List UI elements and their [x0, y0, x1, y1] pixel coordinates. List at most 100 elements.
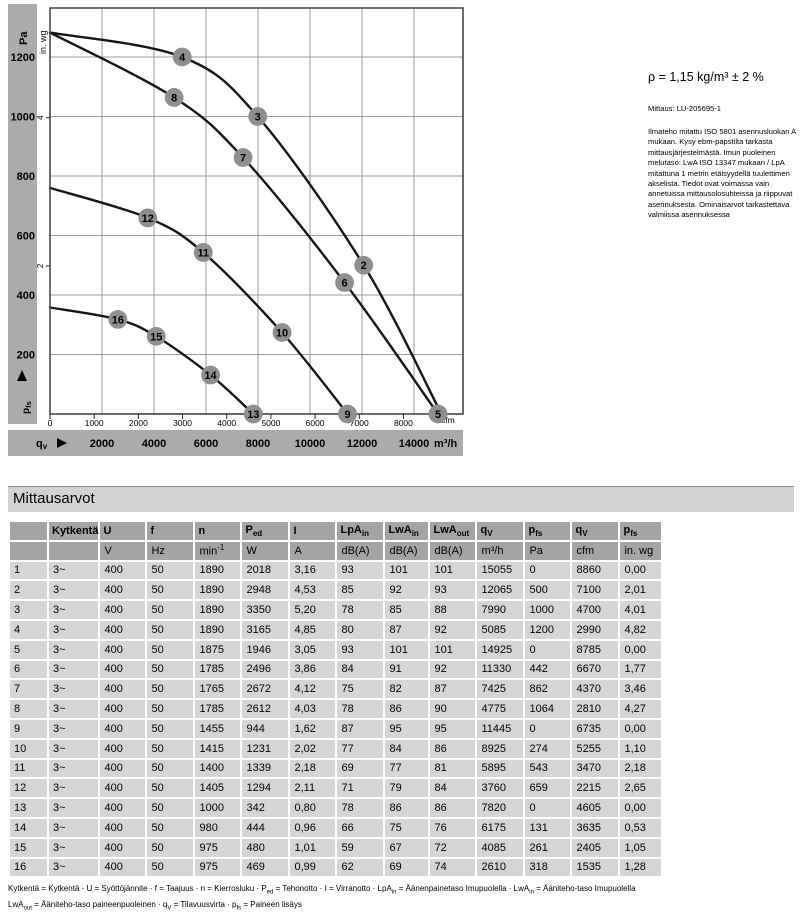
cfm-unit-label: cfm	[441, 415, 455, 425]
table-cell: 11330	[477, 660, 524, 679]
table-row: 13 3~ 400 50 1000 342 0,80 78 86 86 7820 0 4605 0,00	[10, 799, 662, 817]
cfm-tick-label: 6000	[306, 418, 325, 428]
table-cell: 4	[10, 620, 47, 639]
y-axis-arrow-icon	[17, 370, 27, 381]
fan-curve	[48, 31, 440, 416]
point-marker	[243, 404, 263, 424]
table-cell: 84	[430, 779, 476, 798]
table-cell: 78	[337, 601, 384, 619]
table-cell: 3635	[572, 818, 619, 837]
column-header: Kytkentä	[49, 522, 99, 540]
table-cell: 86	[385, 700, 429, 718]
table-cell: 4,12	[290, 680, 336, 699]
x-axis-arrow-icon	[57, 438, 67, 448]
unit-cell: Hz	[147, 541, 194, 560]
point-marker-label: 11	[197, 247, 209, 259]
table-cell: 81	[430, 759, 476, 778]
table-cell: 3,86	[290, 660, 336, 679]
cfm-tick-label: 3000	[173, 418, 192, 428]
table-cell: 75	[385, 818, 429, 837]
table-cell: 10	[10, 739, 47, 758]
table-row: 12 3~ 400 50 1405 1294 2,11 71 79 84 3760 659 2215 2,…	[10, 779, 662, 798]
table-cell: 101	[385, 640, 429, 659]
table-cell: 2612	[242, 700, 289, 718]
point-marker-label: 13	[247, 409, 259, 421]
table-cell: 7	[10, 680, 47, 699]
table-cell: 93	[430, 581, 476, 600]
table-cell: 5085	[477, 620, 524, 639]
table-cell: 2948	[242, 581, 289, 600]
table-cell: 2,65	[620, 779, 662, 798]
table-cell: 1535	[572, 858, 619, 877]
table-cell: 3~	[49, 739, 99, 758]
table-cell: 3~	[49, 818, 99, 837]
unit-cell: in. wg	[620, 541, 662, 560]
table-cell: 13	[10, 799, 47, 817]
table-cell: 400	[100, 799, 146, 817]
x-quantity-label: qv	[36, 438, 48, 451]
unit-cell: min-1	[195, 541, 241, 560]
table-cell: 77	[385, 759, 429, 778]
point-marker	[108, 309, 128, 329]
table-cell: 400	[100, 719, 146, 738]
table-cell: 7425	[477, 680, 524, 699]
point-marker-label: 14	[204, 370, 217, 382]
table-cell: 2018	[242, 561, 289, 580]
table-cell: 400	[100, 601, 146, 619]
table-row: 4 3~ 400 50 1890 3165 4,85 80 87 92 5085 1200 2990 4,…	[10, 620, 662, 639]
point-marker-label: 4	[179, 52, 186, 64]
table-cell: 500	[525, 581, 571, 600]
table-cell: 82	[385, 680, 429, 699]
footnote-line-2: LwAout = Ääniteho-taso paineenpuoleinen …	[8, 900, 302, 912]
table-cell: 4085	[477, 838, 524, 857]
point-marker-label: 8	[171, 92, 177, 104]
table-cell: 400	[100, 561, 146, 580]
table-row: 3 3~ 400 50 1890 3350 5,20 78 85 88 7990 1000 4700 4,…	[10, 601, 662, 619]
cfm-tick-label: 7000	[350, 418, 369, 428]
table-cell: 7100	[572, 581, 619, 600]
table-cell: 4605	[572, 799, 619, 817]
table-cell: 2,01	[620, 581, 662, 600]
table-cell: 0,96	[290, 818, 336, 837]
table-cell: 101	[430, 561, 476, 580]
table-cell: 5895	[477, 759, 524, 778]
table-cell: 69	[385, 858, 429, 877]
measurement-reference: Mittaus: LU-205695-1	[648, 104, 722, 113]
table-cell: 261	[525, 838, 571, 857]
table-cell: 11	[10, 759, 47, 778]
table-cell: 342	[242, 799, 289, 817]
column-header: f	[147, 522, 194, 540]
table-row: 8 3~ 400 50 1785 2612 4,03 78 86 90 4775 1064 2810 4,…	[10, 700, 662, 718]
table-cell: 944	[242, 719, 289, 738]
table-cell: 91	[385, 660, 429, 679]
table-cell: 400	[100, 759, 146, 778]
table-cell: 62	[337, 858, 384, 877]
table-cell: 1,10	[620, 739, 662, 758]
table-cell: 78	[337, 700, 384, 718]
table-cell: 400	[100, 838, 146, 857]
table-cell: 1890	[195, 581, 241, 600]
table-cell: 1890	[195, 561, 241, 580]
table-cell: 95	[385, 719, 429, 738]
m3h-scale: qv 2000 4000 6000 8000 10000 12000 14000 m³/h	[36, 438, 458, 451]
table-cell: 4,03	[290, 700, 336, 718]
table-cell: 1064	[525, 700, 571, 718]
table-cell: 318	[525, 858, 571, 877]
table-cell: 3~	[49, 858, 99, 877]
column-header: LwAout	[430, 522, 476, 540]
table-cell: 6735	[572, 719, 619, 738]
table-cell: 3760	[477, 779, 524, 798]
table-cell: 3,46	[620, 680, 662, 699]
table-cell: 1,28	[620, 858, 662, 877]
table-cell: 86	[430, 799, 476, 817]
footnote-line-1: Kytkentä = Kytkentä · U = Syöttöjännite …	[8, 884, 636, 896]
table-cell: 1765	[195, 680, 241, 699]
section-title-bar: Mittausarvot	[8, 486, 794, 512]
table-cell: 3~	[49, 581, 99, 600]
table-cell: 0	[525, 799, 571, 817]
pa-tick-label: 1000	[11, 112, 35, 124]
table-cell: 1875	[195, 640, 241, 659]
